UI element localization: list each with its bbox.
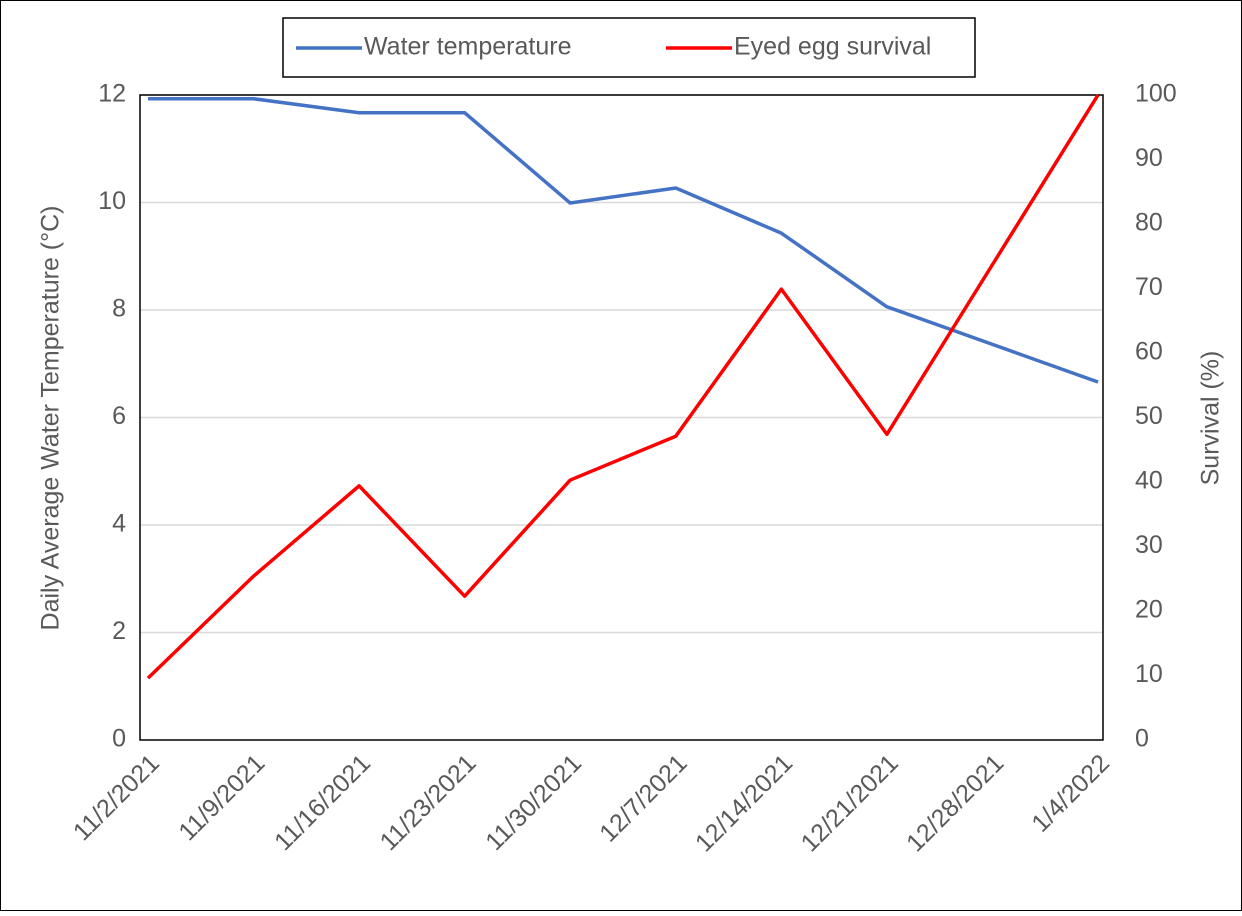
legend-label: Eyed egg survival <box>734 33 931 61</box>
legend-label: Water temperature <box>364 33 571 61</box>
y2-tick-label: 20 <box>1135 596 1163 624</box>
y-tick-label: 0 <box>112 725 126 753</box>
y-tick-label: 4 <box>112 510 126 538</box>
y2-tick-label: 40 <box>1135 467 1163 495</box>
y2-tick-label: 80 <box>1135 209 1163 237</box>
y2-axis-title: Survival (%) <box>1197 351 1225 486</box>
y2-tick-label: 100 <box>1135 80 1177 108</box>
series-line <box>146 94 1100 680</box>
y2-tick-label: 50 <box>1135 402 1163 430</box>
y-tick-label: 2 <box>112 617 126 645</box>
series-line <box>148 97 1099 384</box>
y2-tick-label: 70 <box>1135 273 1163 301</box>
y-tick-label: 12 <box>98 80 126 108</box>
y2-tick-label: 30 <box>1135 531 1163 559</box>
legend-box <box>282 17 976 78</box>
y-axis-title: Daily Average Water Temperature (°C) <box>37 206 65 631</box>
y2-tick-label: 10 <box>1135 660 1163 688</box>
y-tick-label: 6 <box>112 402 126 430</box>
y2-tick-label: 60 <box>1135 338 1163 366</box>
y2-tick-label: 90 <box>1135 144 1163 172</box>
y-tick-label: 8 <box>112 295 126 323</box>
y2-tick-label: 0 <box>1135 725 1149 753</box>
plot-border <box>139 94 1104 741</box>
y-tick-label: 10 <box>98 187 126 215</box>
